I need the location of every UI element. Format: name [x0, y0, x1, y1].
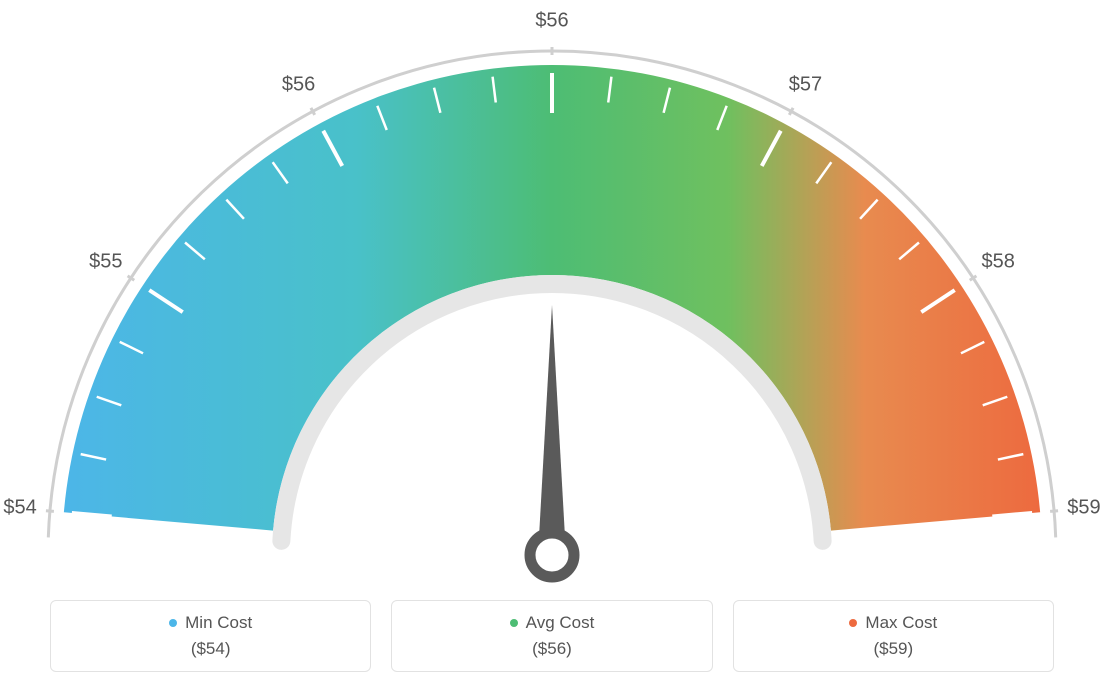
legend-avg-box: Avg Cost ($56) [391, 600, 712, 672]
legend-avg-value: ($56) [532, 639, 572, 659]
legend-max-box: Max Cost ($59) [733, 600, 1054, 672]
legend-max-label: Max Cost [865, 613, 937, 633]
legend-min-box: Min Cost ($54) [50, 600, 371, 672]
gauge-tick-label: $56 [535, 10, 568, 33]
legend-min-label-row: Min Cost [169, 613, 252, 633]
gauge-tick-label: $59 [1067, 497, 1100, 520]
gauge-tick-label: $57 [789, 73, 822, 96]
legend-max-value: ($59) [873, 639, 913, 659]
legend-avg-dot [510, 619, 518, 627]
gauge-tick-label: $58 [981, 250, 1014, 273]
legend-max-dot [849, 619, 857, 627]
legend-row: Min Cost ($54) Avg Cost ($56) Max Cost (… [0, 600, 1104, 690]
legend-avg-label-row: Avg Cost [510, 613, 595, 633]
legend-max-label-row: Max Cost [849, 613, 937, 633]
legend-avg-label: Avg Cost [526, 613, 595, 633]
legend-min-dot [169, 619, 177, 627]
legend-min-label: Min Cost [185, 613, 252, 633]
gauge-tick-label: $56 [282, 73, 315, 96]
gauge-tick-label: $55 [89, 250, 122, 273]
gauge-tick-label: $54 [3, 497, 36, 520]
legend-min-value: ($54) [191, 639, 231, 659]
gauge-chart: $54 $55 $56 $56 $57 $58 $59 [0, 0, 1104, 590]
